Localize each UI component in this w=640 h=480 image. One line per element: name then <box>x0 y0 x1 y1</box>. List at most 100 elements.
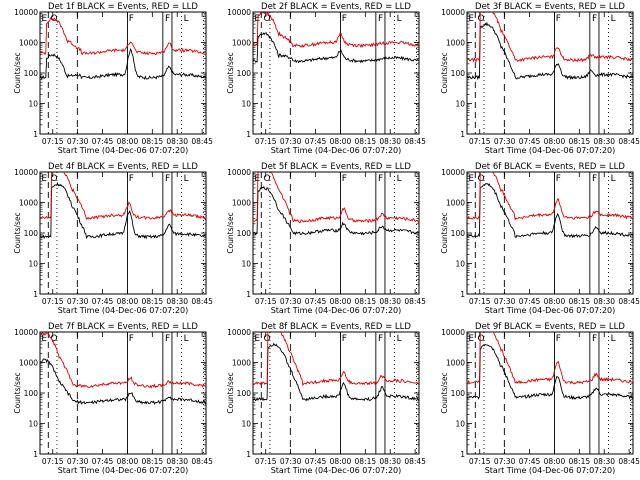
series-line-events <box>253 342 419 402</box>
marker-label: F <box>378 174 383 184</box>
y-tick-label: 10 <box>28 260 38 269</box>
marker-label: F <box>556 14 561 24</box>
x-tick-label: 08:30 <box>379 457 401 466</box>
x-tick-label: 07:15 <box>469 137 491 146</box>
series-line-events <box>40 48 206 80</box>
y-tick-label: 10 <box>28 420 38 429</box>
marker-label: O <box>263 334 270 344</box>
x-tick-label: 07:15 <box>469 297 491 306</box>
y-tick-label: 100 <box>237 389 252 398</box>
y-tick-label: 10 <box>455 100 465 109</box>
y-tick-label: 1 <box>460 290 465 299</box>
marker-label: E <box>41 334 47 344</box>
y-tick-label: 100 <box>451 389 466 398</box>
x-tick-label: 07:45 <box>92 137 114 146</box>
y-tick-label: 1000 <box>19 199 38 208</box>
series-line-lld <box>40 332 206 389</box>
marker-label: E <box>41 14 47 24</box>
x-tick-label: 08:15 <box>569 297 591 306</box>
y-tick-label: 10 <box>241 420 251 429</box>
y-axis-label: Counts/sec <box>13 52 22 93</box>
x-tick-label: 07:15 <box>42 457 64 466</box>
series-line-events <box>467 182 633 239</box>
y-axis-label: Counts/sec <box>226 372 235 413</box>
plot-title: Det 4f BLACK = Events, RED = LLD <box>48 162 198 172</box>
plot-title: Det 8f BLACK = Events, RED = LLD <box>261 322 411 332</box>
x-tick-label: 08:15 <box>142 297 164 306</box>
y-axis-label: Counts/sec <box>226 212 235 253</box>
y-tick-label: 1000 <box>19 359 38 368</box>
x-tick-label: 07:30 <box>280 297 302 306</box>
plot-title: Det 3f BLACK = Events, RED = LLD <box>475 2 625 12</box>
series-line-lld <box>467 332 633 385</box>
y-tick-label: 100 <box>451 69 466 78</box>
marker-label: F <box>342 334 347 344</box>
x-tick-label: 07:45 <box>305 457 327 466</box>
y-tick-label: 100 <box>237 229 252 238</box>
x-axis-label: Start Time (04-Dec-06 07:07:20) <box>485 306 616 315</box>
marker-label: F <box>592 174 597 184</box>
marker-label: F <box>592 14 597 24</box>
x-axis-label: Start Time (04-Dec-06 07:07:20) <box>271 146 402 155</box>
x-tick-label: 07:30 <box>280 137 302 146</box>
marker-label: F <box>556 334 561 344</box>
marker-label: O <box>263 14 270 24</box>
marker-label: L <box>611 334 616 344</box>
series-line-lld <box>253 332 419 387</box>
x-tick-label: 08:00 <box>330 137 352 146</box>
series-line-events <box>467 21 633 81</box>
x-tick-label: 08:15 <box>355 297 377 306</box>
x-tick-label: 07:15 <box>255 137 277 146</box>
x-tick-label: 08:30 <box>379 297 401 306</box>
y-tick-label: 1 <box>246 450 251 459</box>
x-tick-label: 08:15 <box>355 137 377 146</box>
x-tick-label: 07:30 <box>494 297 516 306</box>
x-tick-label: 08:30 <box>593 297 615 306</box>
y-axis-label: Counts/sec <box>440 372 449 413</box>
plot-title: Det 6f BLACK = Events, RED = LLD <box>475 162 625 172</box>
y-tick-label: 1 <box>33 450 38 459</box>
y-tick-label: 10000 <box>441 8 465 17</box>
x-tick-label: 08:00 <box>330 297 352 306</box>
series-line-lld <box>467 172 633 221</box>
x-tick-label: 07:45 <box>92 457 114 466</box>
marker-label: L <box>397 174 402 184</box>
y-tick-label: 1000 <box>19 39 38 48</box>
y-tick-label: 10 <box>455 420 465 429</box>
marker-label: E <box>254 334 260 344</box>
x-tick-label: 08:45 <box>404 457 426 466</box>
x-tick-label: 08:45 <box>191 137 213 146</box>
y-tick-label: 1000 <box>232 359 251 368</box>
x-axis-label: Start Time (04-Dec-06 07:07:20) <box>271 306 402 315</box>
y-tick-label: 10 <box>28 100 38 109</box>
marker-label: E <box>468 174 474 184</box>
x-tick-label: 08:00 <box>544 297 566 306</box>
y-tick-label: 10000 <box>14 8 38 17</box>
plot-title: Det 7f BLACK = Events, RED = LLD <box>48 322 198 332</box>
x-tick-label: 08:45 <box>618 457 640 466</box>
y-tick-label: 10 <box>241 260 251 269</box>
x-tick-label: 08:15 <box>569 457 591 466</box>
x-tick-label: 07:15 <box>255 457 277 466</box>
y-tick-label: 1000 <box>446 359 465 368</box>
x-tick-label: 08:00 <box>544 457 566 466</box>
x-tick-label: 07:30 <box>67 457 89 466</box>
y-tick-label: 1 <box>33 290 38 299</box>
marker-label: F <box>592 334 597 344</box>
x-tick-label: 07:45 <box>92 297 114 306</box>
x-axis-label: Start Time (04-Dec-06 07:07:20) <box>58 466 189 475</box>
x-axis-label: Start Time (04-Dec-06 07:07:20) <box>485 466 616 475</box>
marker-label: O <box>477 334 484 344</box>
x-tick-label: 07:30 <box>494 137 516 146</box>
marker-label: L <box>611 174 616 184</box>
marker-label: F <box>165 334 170 344</box>
x-tick-label: 07:15 <box>469 457 491 466</box>
x-tick-label: 08:30 <box>166 457 188 466</box>
marker-label: O <box>263 174 270 184</box>
x-tick-label: 07:15 <box>42 137 64 146</box>
marker-label: F <box>165 14 170 24</box>
y-tick-label: 10 <box>455 260 465 269</box>
